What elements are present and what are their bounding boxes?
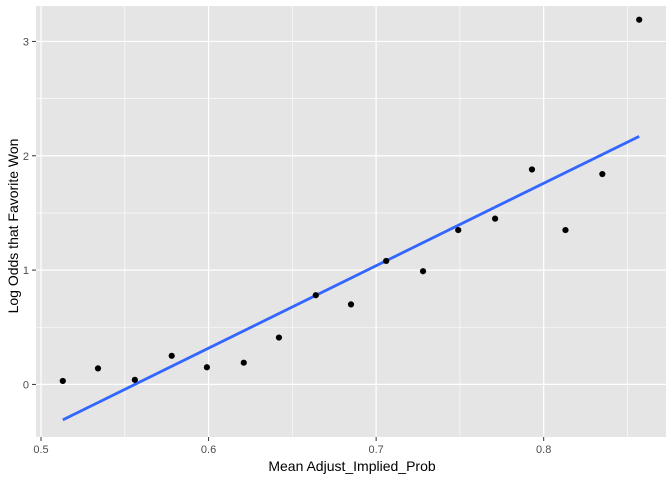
- data-point: [131, 376, 138, 383]
- data-point: [383, 257, 390, 265]
- x-tick-label: 0.6: [201, 444, 216, 456]
- data-point: [491, 215, 499, 222]
- plot-panel: [36, 6, 666, 437]
- data-point: [203, 364, 211, 371]
- y-tick-label: 1: [23, 265, 29, 277]
- data-point: [562, 226, 569, 234]
- data-point: [599, 170, 606, 178]
- data-point: [168, 352, 175, 359]
- x-tick-label: 0.5: [33, 444, 48, 456]
- major-gridlines: [36, 6, 666, 437]
- data-point: [419, 268, 427, 275]
- minor-gridlines: [36, 6, 666, 437]
- data-point: [347, 301, 355, 308]
- x-axis-title: Mean Adjust_Implied_Prob: [268, 458, 436, 474]
- y-tick-label: 0: [23, 379, 29, 391]
- x-tick-label: 0.8: [536, 444, 551, 456]
- data-point: [94, 365, 102, 372]
- data-point: [636, 16, 643, 23]
- x-axis-ticks: 0.5 0.6 0.7 0.8: [33, 437, 551, 456]
- data-point: [312, 292, 319, 299]
- y-axis-ticks: 0 1 2 3: [23, 36, 36, 391]
- y-tick-label: 2: [23, 151, 29, 163]
- data-point: [240, 359, 247, 366]
- y-tick-label: 3: [23, 36, 29, 48]
- data-point: [275, 334, 283, 341]
- data-point: [455, 226, 462, 234]
- y-axis-title: Log Odds that Favorite Won: [5, 139, 21, 314]
- data-points: [59, 16, 643, 385]
- regression-line: [62, 135, 640, 422]
- regression-line-layer: [62, 135, 640, 422]
- x-tick-label: 0.7: [368, 444, 383, 456]
- data-point: [528, 166, 536, 173]
- data-point: [59, 377, 66, 385]
